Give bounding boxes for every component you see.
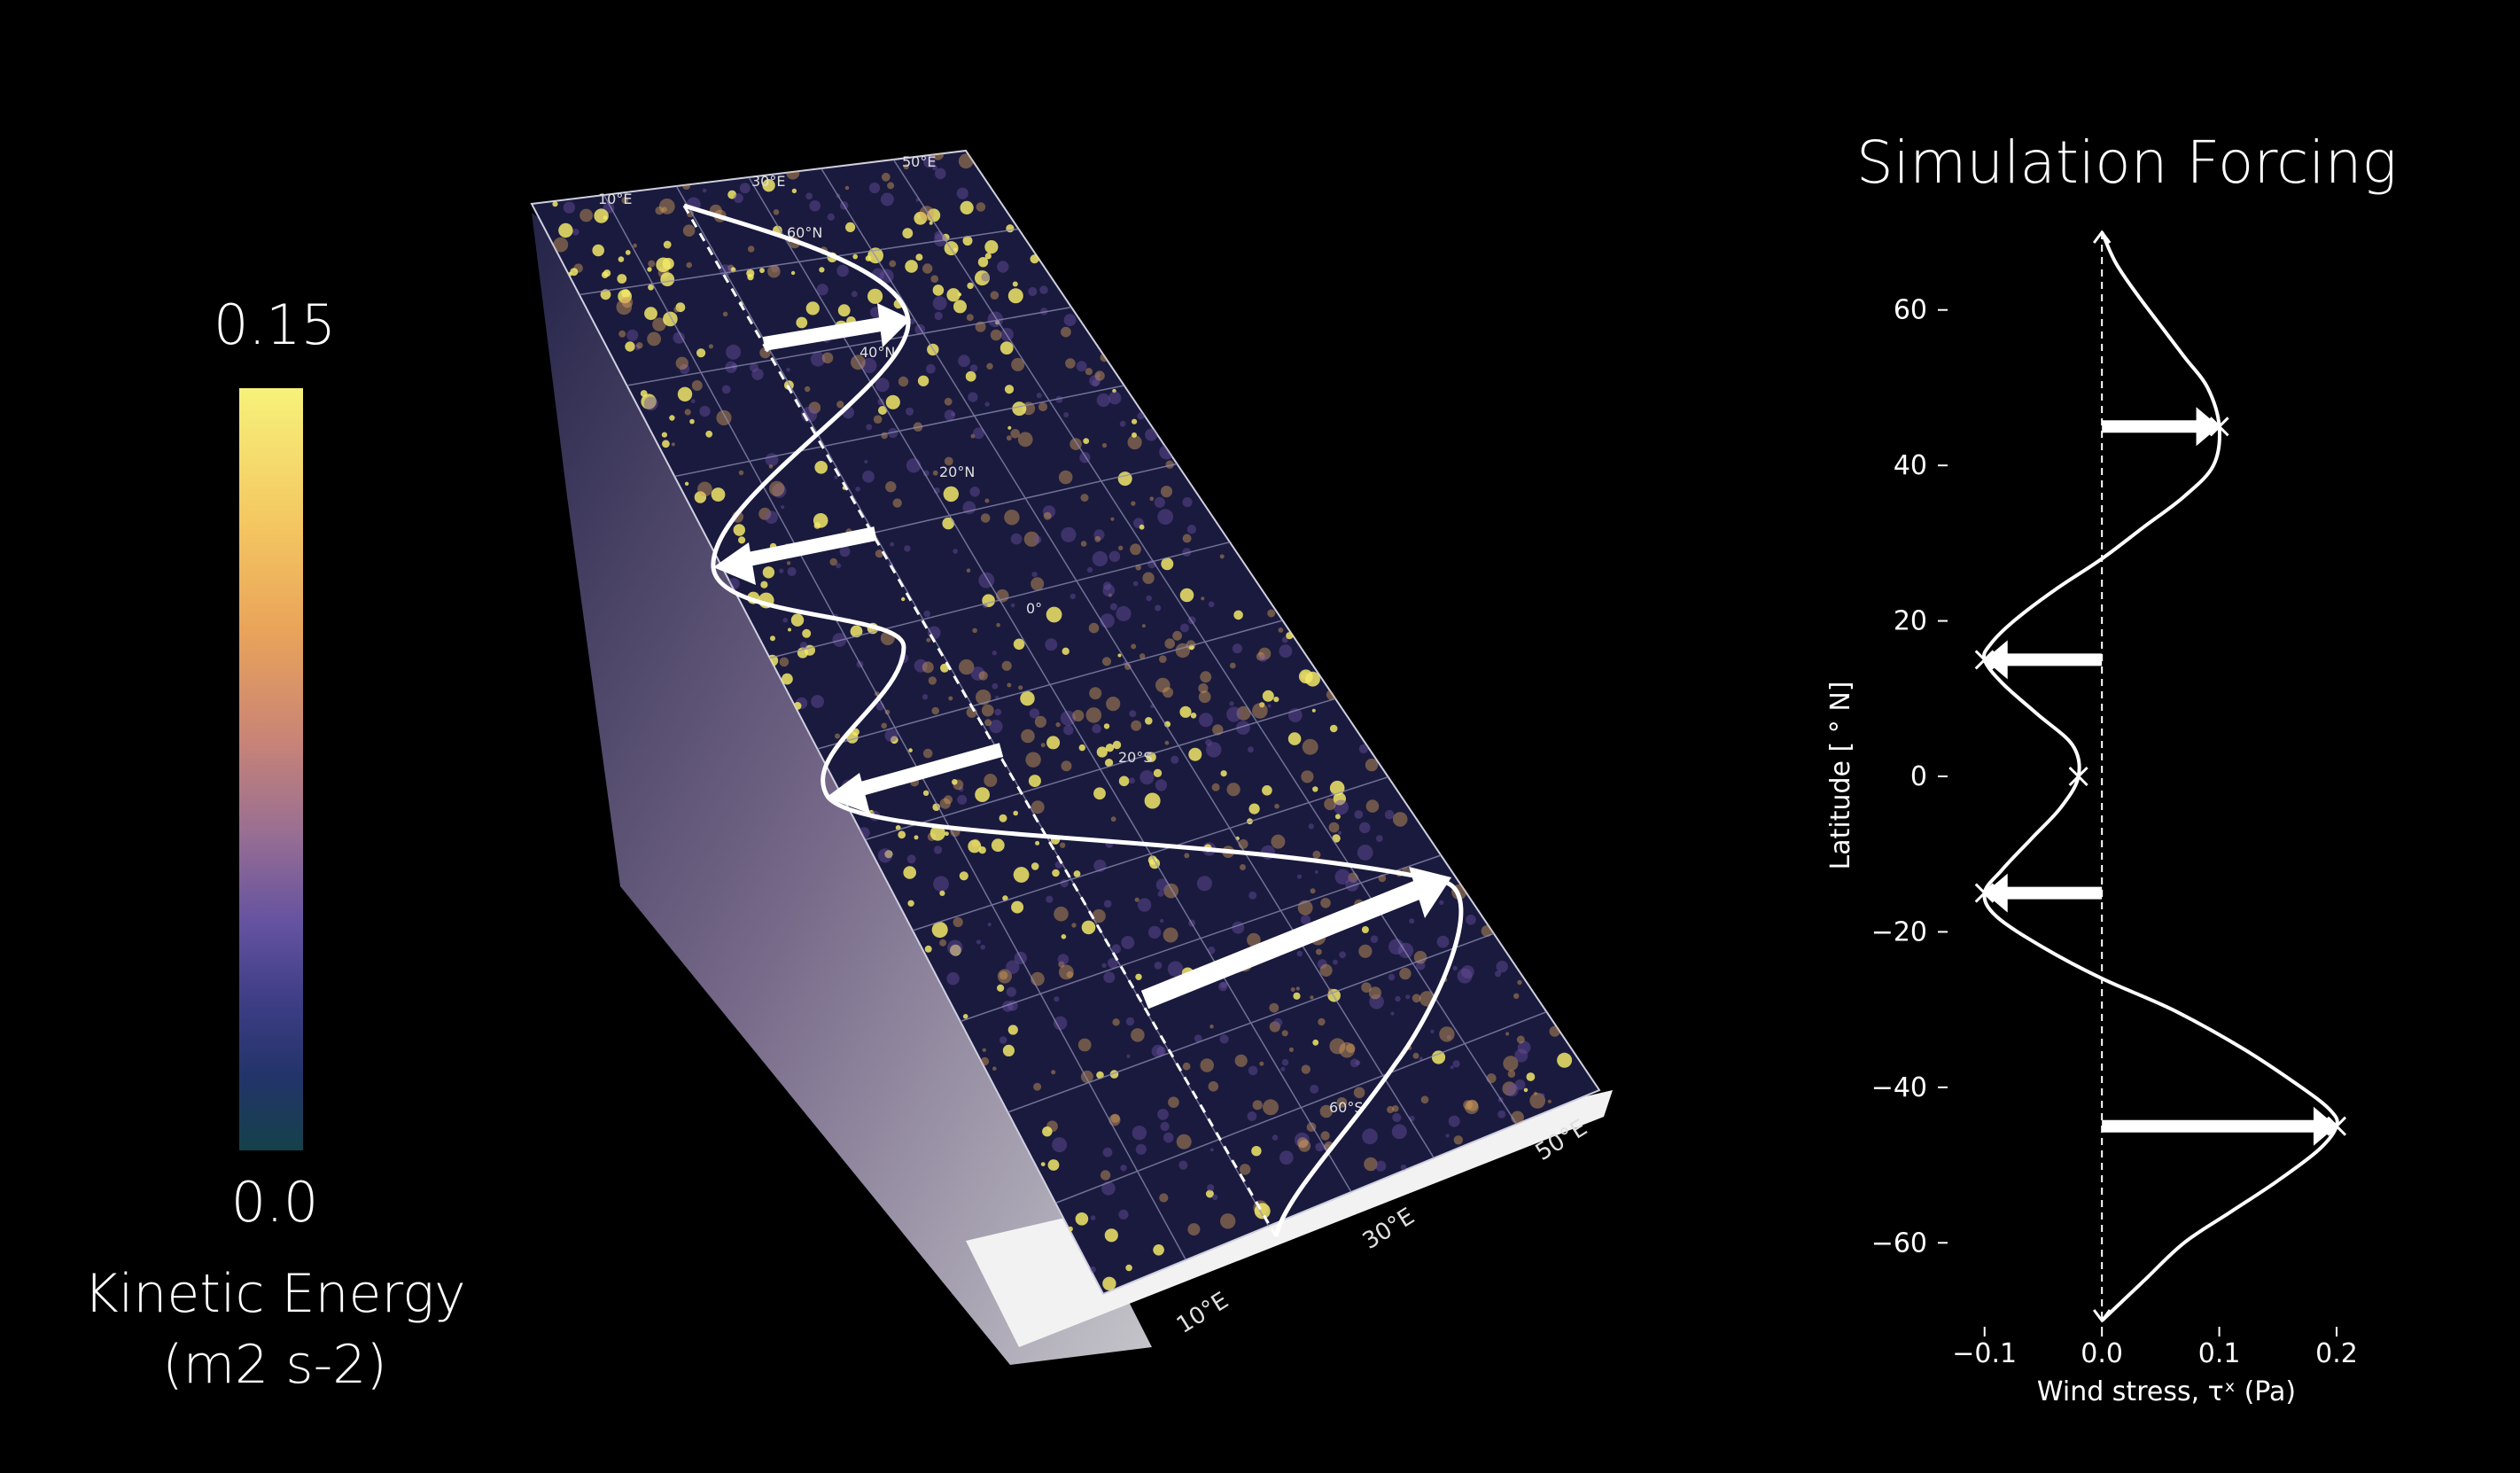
x-marker — [1974, 650, 1995, 670]
colorbar-min-label: 0.0 — [230, 1170, 319, 1235]
y-axis-label: Latitude [ ° N] — [1825, 682, 1856, 870]
colorbar-gradient — [239, 388, 303, 1150]
map-lat-label: 40°N — [859, 344, 895, 361]
x-tick-label: 0.2 — [2315, 1338, 2358, 1369]
wind-arrow-head — [2196, 407, 2220, 447]
x-marker — [2068, 766, 2088, 787]
wind-stress-line — [1982, 231, 2339, 1322]
x-marker — [1974, 883, 1995, 903]
wind-arrow-head — [1984, 640, 2008, 680]
map-lon-top-label: 30°E — [751, 173, 785, 190]
chart-title: Simulation Forcing — [1855, 129, 2398, 197]
map-lat-label: 60°S — [1329, 1099, 1364, 1116]
line-top-cap — [2092, 230, 2112, 244]
map-zero-line — [682, 205, 1278, 1237]
map-lon-top-label: 50°E — [902, 153, 936, 170]
line-bottom-cap — [2092, 1309, 2112, 1323]
y-tick-label: 20 — [1894, 606, 1927, 637]
x-marker — [2326, 1116, 2347, 1136]
map-lat-label: 20°N — [939, 464, 975, 480]
chart-series — [1974, 230, 2347, 1323]
colorbar-panel: 0.15 0.0 Kinetic Energy (m2 s-2) — [71, 292, 478, 1445]
eddy-field — [552, 151, 1573, 1291]
y-tick-label: 0 — [1910, 761, 1927, 792]
y-tick-label: −40 — [1871, 1072, 1927, 1103]
y-tick-label: −60 — [1871, 1228, 1927, 1259]
x-tick-label: 0.1 — [2198, 1338, 2241, 1369]
map-lat-label: 20°S — [1118, 749, 1153, 766]
wind-arrow-head — [1984, 873, 2008, 913]
map-wind-profile — [683, 203, 1464, 1237]
y-tick-label: 60 — [1894, 295, 1927, 326]
colorbar-title-line1: Kinetic Energy — [83, 1263, 466, 1325]
colorbar-max-label: 0.15 — [213, 292, 337, 357]
y-tick-label: 40 — [1894, 450, 1927, 481]
chart-axes: 60 40 20 0 −20 −40 −60 −0.1 0.0 0.1 0.2 — [1871, 295, 2358, 1369]
x-axis-label: Wind stress, τˣ (Pa) — [2037, 1376, 2296, 1407]
wind-arrow-head — [2314, 1106, 2337, 1146]
x-marker — [2209, 417, 2229, 437]
map-wind-arrows — [713, 303, 1451, 1009]
map-lon-top-label: 10°E — [598, 191, 632, 207]
x-tick-label: −0.1 — [1952, 1338, 2017, 1369]
colorbar-title: Kinetic Energy (m2 s-2) — [71, 1259, 478, 1400]
y-tick-label: −20 — [1871, 916, 1927, 947]
map-lat-label: 0° — [1026, 600, 1042, 617]
colorbar-title-line2: (m2 s-2) — [162, 1334, 387, 1396]
map-lat-label: 60°N — [787, 224, 822, 241]
x-tick-label: 0.0 — [2081, 1338, 2123, 1369]
